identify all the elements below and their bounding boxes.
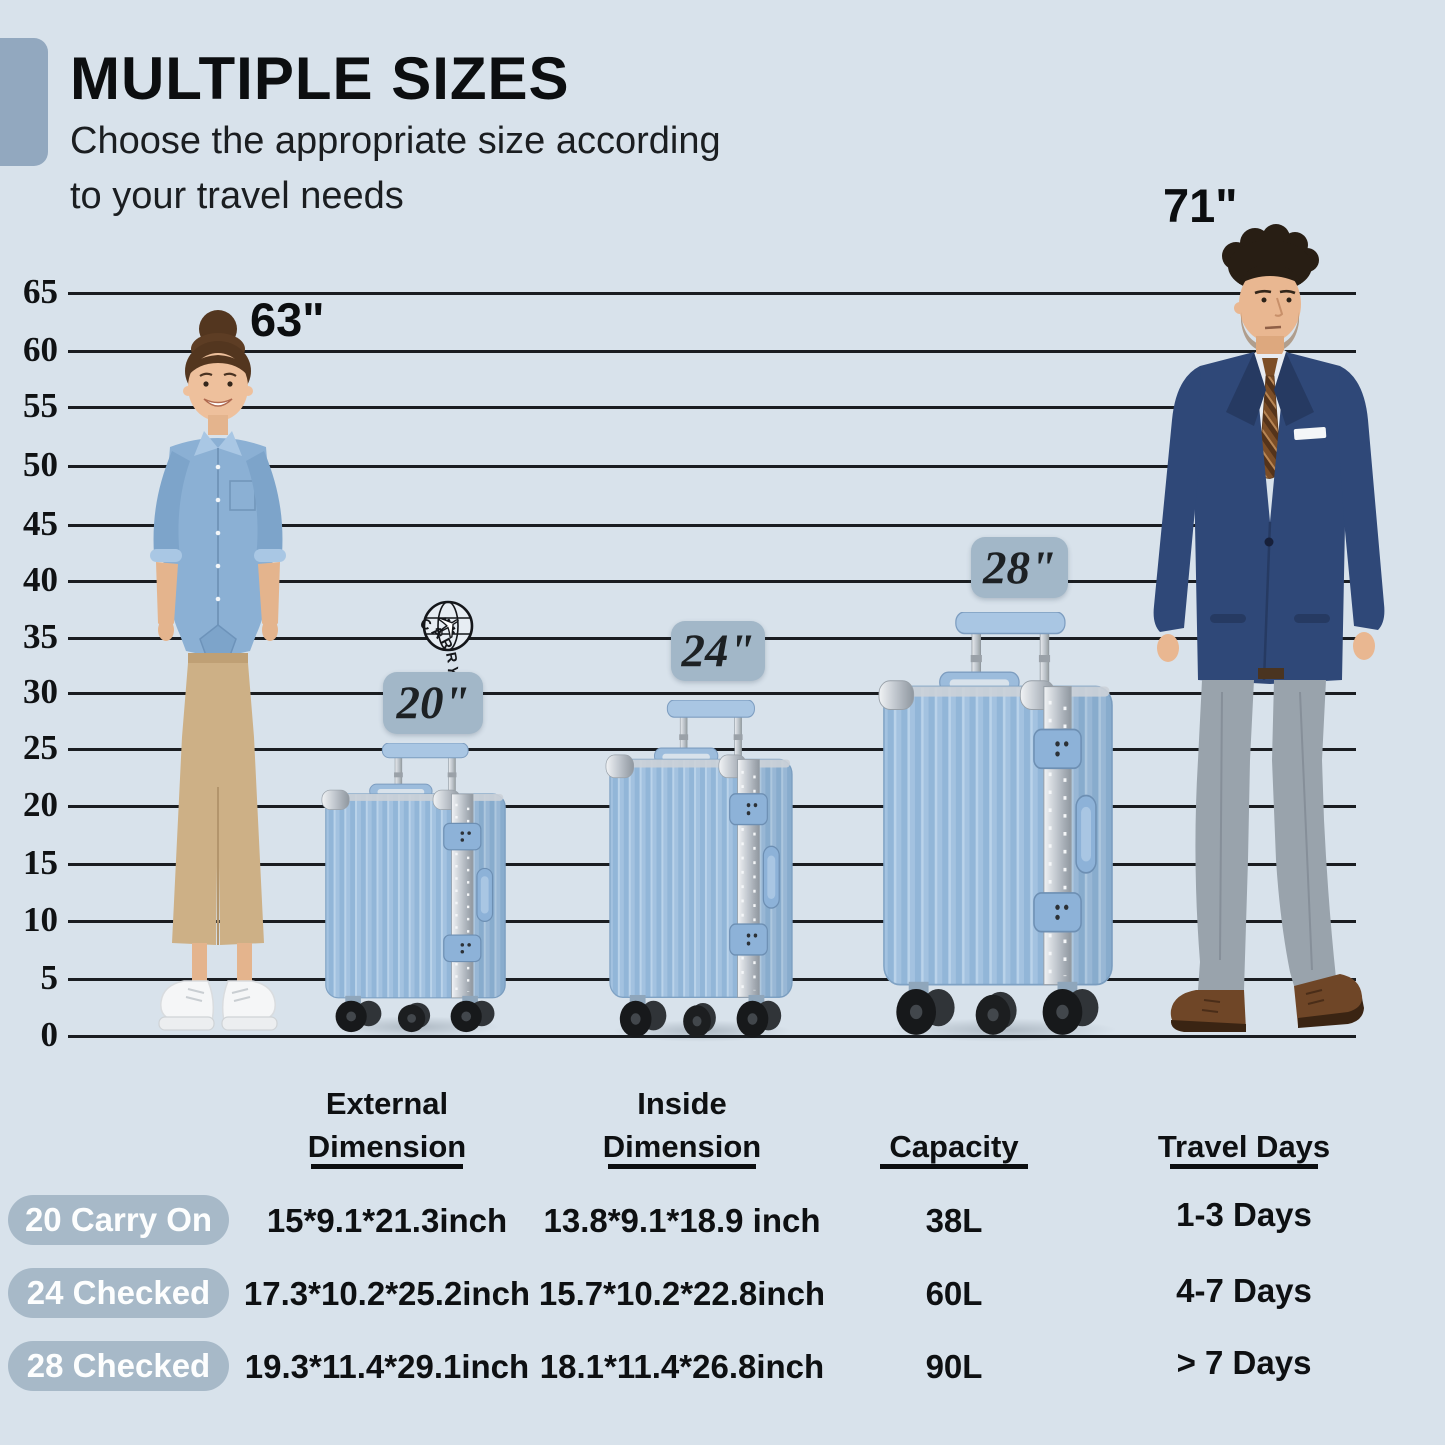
ruler-tick-line (68, 464, 1356, 468)
subtitle-line-2: to your travel needs (70, 175, 404, 217)
cell-inside-24: 15.7*10.2*22.8inch (538, 1275, 826, 1312)
ruler-tick-label: 5 (40, 958, 59, 998)
ruler-tick-line (68, 291, 1356, 295)
cell-capacity-24: 60L (925, 1275, 983, 1312)
ruler-tick-label: 15 (23, 843, 58, 883)
suitcase-24-inch (602, 700, 800, 1043)
cell-days-28: > 7 Days (1176, 1344, 1312, 1381)
column-header-inside-dimension: Inside Dimension (603, 1082, 761, 1168)
cell-capacity-20: 38L (925, 1202, 983, 1239)
header-line: Travel Days (1157, 1129, 1331, 1164)
woman-photo (150, 310, 286, 1031)
column-header-capacity: Capacity (889, 1125, 1018, 1168)
size-badge-20: 20" (383, 672, 483, 734)
woman-height-label: 63" (250, 293, 325, 346)
ruler-tick-line (68, 691, 1356, 695)
suitcase-28-inch (874, 612, 1122, 1042)
subtitle-line-1: Choose the appropriate size according (70, 120, 721, 162)
header-line: Inside (637, 1086, 727, 1121)
ruler-tick-label: 10 (23, 900, 58, 940)
ruler-tick-label: 55 (23, 386, 58, 426)
cell-inside-20: 13.8*9.1*18.9 inch (543, 1202, 821, 1239)
cell-external-20: 15*9.1*21.3inch (266, 1202, 508, 1239)
cell-inside-28: 18.1*11.4*26.8inch (539, 1348, 825, 1385)
ruler-tick-line (68, 349, 1356, 353)
header-underline (311, 1164, 463, 1169)
ruler-tick-label: 20 (23, 785, 58, 825)
column-header-travel-days: Travel Days (1158, 1125, 1330, 1168)
row-label-20-carry-on: 20 Carry On (8, 1195, 229, 1245)
ruler-tick-line (68, 579, 1356, 583)
ruler-tick-label: 50 (23, 445, 58, 485)
ruler-tick-label: 0 (40, 1015, 59, 1055)
header-underline (608, 1164, 756, 1169)
ruler-tick-label: 40 (23, 560, 58, 600)
man-height-label: 71" (1163, 179, 1238, 232)
header-line: Dimension (307, 1129, 467, 1164)
ruler-tick-label: 60 (23, 330, 58, 370)
carry-on-friendly-badge: ✈ CARRY-ON FRIENDLY (388, 600, 474, 684)
ruler-tick-label: 65 (23, 272, 58, 312)
ruler-tick-label: 35 (23, 617, 58, 657)
suitcase-20-inch (318, 743, 513, 1037)
cell-days-24: 4-7 Days (1176, 1272, 1312, 1309)
man-photo (1153, 224, 1385, 1032)
row-label-24-checked: 24 Checked (8, 1268, 229, 1318)
header-line: Dimension (602, 1129, 762, 1164)
ruler-tick-label: 45 (23, 504, 58, 544)
row-label-28-checked: 28 Checked (8, 1341, 229, 1391)
accent-bar (0, 38, 48, 166)
header-underline (880, 1164, 1028, 1169)
ruler-tick-label: 25 (23, 728, 58, 768)
ruler-tick-line (68, 1034, 1356, 1038)
page-title: MULTIPLE SIZES (70, 45, 570, 112)
page-subtitle: Choose the appropriate size according to… (70, 114, 721, 224)
cell-external-28: 19.3*11.4*29.1inch (244, 1348, 530, 1385)
cell-external-24: 17.3*10.2*25.2inch (243, 1275, 531, 1312)
size-badge-28: 28" (971, 537, 1068, 598)
header-underline (1170, 1164, 1318, 1169)
cell-days-20: 1-3 Days (1176, 1196, 1312, 1233)
ruler-tick-label: 30 (23, 672, 58, 712)
column-header-external-dimension: External Dimension (308, 1082, 466, 1168)
ruler-tick-line (68, 405, 1356, 409)
header-line: External (325, 1086, 449, 1121)
header-line: Capacity (889, 1129, 1019, 1164)
ruler-tick-line (68, 523, 1356, 527)
size-badge-24: 24" (671, 621, 765, 681)
cell-capacity-28: 90L (925, 1348, 983, 1385)
